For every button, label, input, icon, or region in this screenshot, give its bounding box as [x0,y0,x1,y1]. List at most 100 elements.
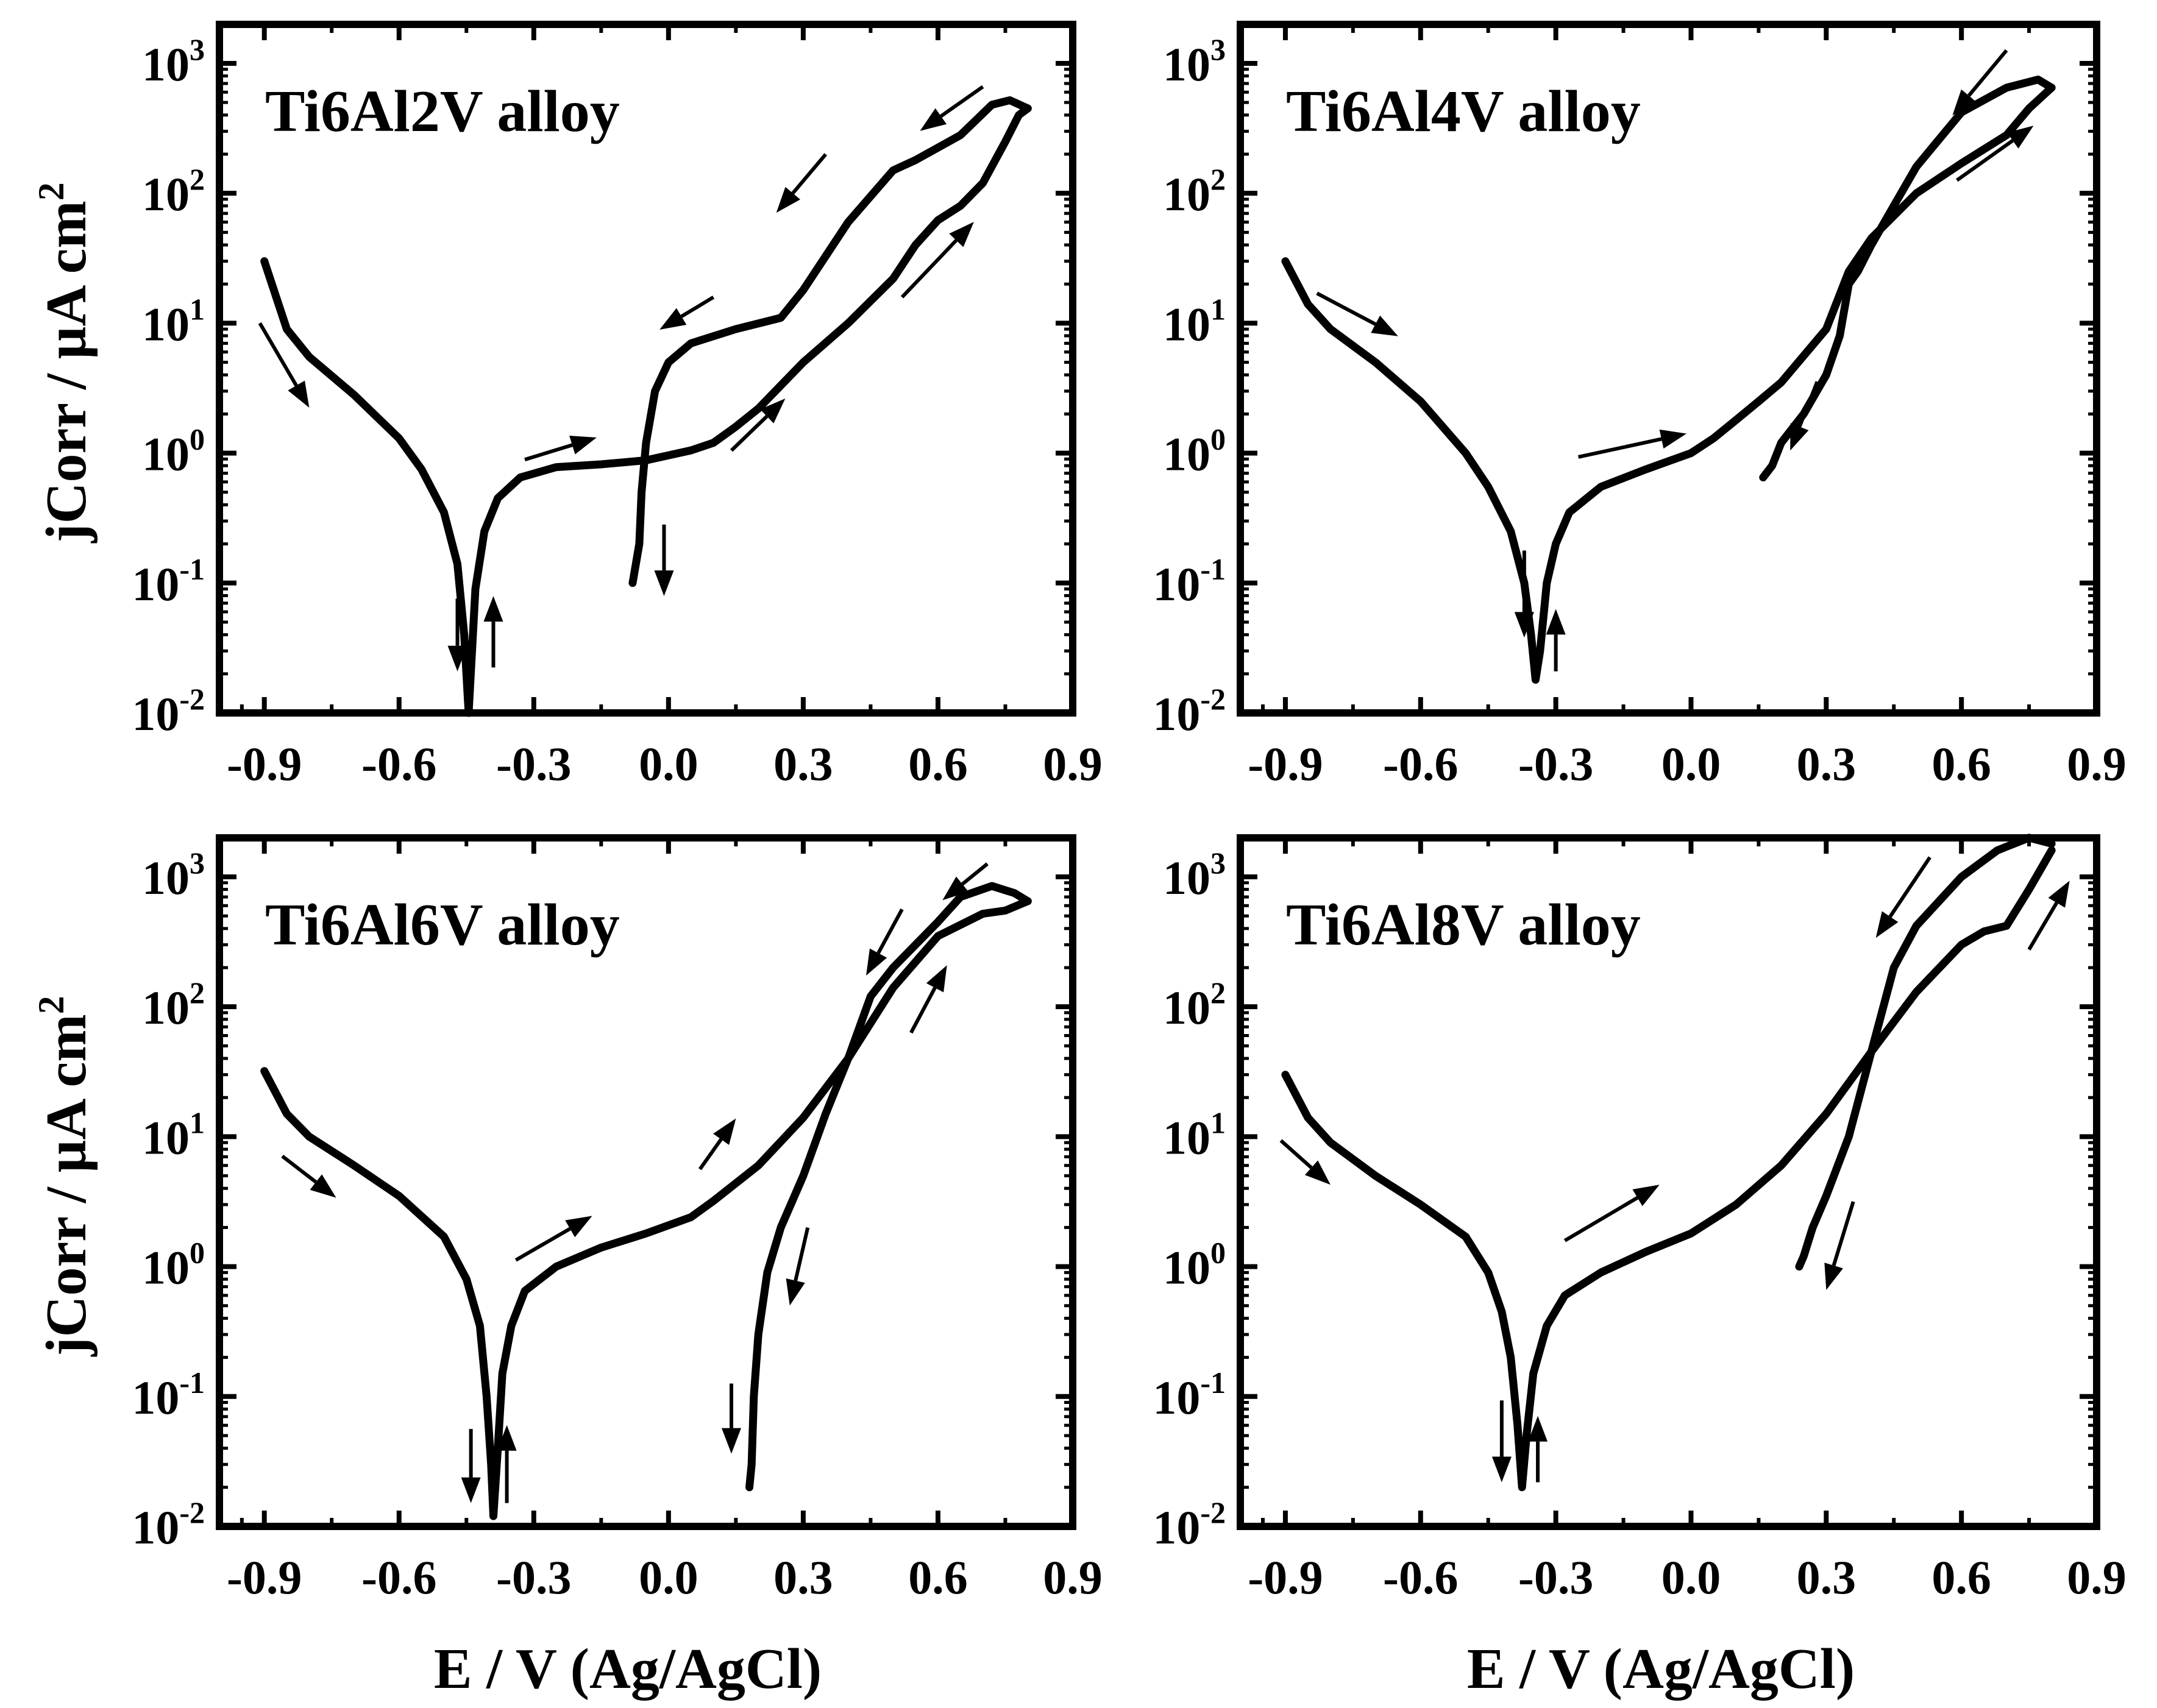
direction-arrow-head [776,186,801,213]
y-tick-exponent: -2 [179,682,205,716]
y-tick-base: 10 [1163,981,1210,1034]
direction-arrow [1832,1201,1855,1266]
direction-arrow-head [288,380,310,408]
y-tick-exponent: 1 [1210,292,1226,326]
x-tick-label: 0.6 [908,737,968,790]
panel-title: Ti6Al2V alloy [265,79,620,144]
y-tick-base: 10 [132,687,179,740]
direction-arrow [281,1154,318,1184]
direction-arrow [1956,139,2014,182]
y-tick-exponent: -1 [179,1366,205,1400]
direction-arrow-head [713,1118,736,1146]
y-tick-label: 100 [1163,422,1226,481]
direction-arrow [514,1227,571,1262]
y-tick-label: 10-1 [132,1366,205,1424]
y-tick-label: 10-1 [1153,552,1226,611]
direction-arrow [1563,1196,1639,1242]
direction-arrow-head [483,596,503,622]
direction-arrow-head [760,399,786,423]
direction-arrow-head [722,1428,741,1454]
direction-arrow-head [569,436,597,455]
x-tick-label: 0.9 [1043,737,1103,790]
y-axis-label-text-top: jCorr / µA cm [35,200,98,543]
y-tick-label: 100 [142,1236,205,1294]
y-tick-base: 10 [142,428,190,481]
plot-frame [1237,834,2100,1530]
direction-arrow-head [1514,612,1534,638]
y-axis-label-top: jCorr / µA cm2 [31,182,98,543]
reverse-scan-curve [1759,76,2056,481]
x-tick-label: 0.0 [639,737,698,790]
y-tick-exponent: -2 [1200,682,1226,716]
y-tick-base: 10 [1163,428,1210,481]
direction-arrow [909,987,937,1034]
y-tick-label: 102 [142,162,205,221]
y-tick-exponent: -1 [1200,1366,1226,1400]
x-tick-label: 0.6 [908,1551,968,1604]
direction-arrow [680,296,715,318]
direction-arrow [1316,291,1377,326]
x-tick-label: -0.9 [227,737,302,790]
direction-arrow-head [2048,881,2070,908]
y-tick-label: 101 [142,1105,205,1164]
y-tick-exponent: -2 [179,1495,205,1529]
x-tick-label: -0.6 [361,737,436,790]
direction-arrow-head [659,308,687,330]
direction-arrow-head [1528,1416,1548,1442]
panel-1: -0.9 -0.6 -0.3 0.0 0.3 0.6 0.910-210-110010110… [132,21,1103,790]
x-tick-label: 0.3 [773,1551,833,1604]
direction-arrow-head [942,876,969,901]
y-tick-label: 10-2 [1153,1495,1226,1554]
direction-arrow [258,322,298,387]
y-tick-label: 101 [142,292,205,350]
x-axis-label-right: E / V (Ag/AgCl) [1467,1637,1855,1701]
y-tick-exponent: 1 [190,292,205,326]
plot-frame [216,834,1076,1530]
y-tick-exponent: 0 [190,422,205,456]
x-tick-label: -0.9 [1248,1551,1323,1604]
y-tick-base: 10 [1153,1501,1200,1554]
direction-arrow-head [461,1477,481,1503]
x-tick-label: -0.9 [227,1551,302,1604]
y-axis-label-text-bottom: jCorr / µA cm [35,1014,98,1356]
panel-4: -0.9 -0.6 -0.3 0.0 0.3 0.6 0.910-210-110010110… [1153,834,2127,1604]
y-tick-base: 10 [1153,687,1200,740]
y-tick-label: 103 [1163,846,1226,904]
plot-frame [1237,21,2100,717]
y-tick-label: 102 [1163,976,1226,1034]
y-tick-base: 10 [132,1501,179,1554]
direction-arrow [791,153,828,195]
y-tick-base: 10 [132,558,179,611]
y-tick-exponent: -1 [179,552,205,586]
direction-arrow-head [949,222,974,247]
y-tick-label: 103 [142,32,205,91]
y-tick-exponent: 2 [1210,976,1226,1010]
y-tick-base: 10 [1153,1371,1200,1424]
y-tick-base: 10 [1163,1241,1210,1294]
y-axis-label-sup-top: 2 [31,182,71,200]
direction-arrow [524,443,573,462]
y-tick-base: 10 [1153,558,1200,611]
direction-arrow-head [565,1216,592,1238]
direction-arrow [1577,437,1662,459]
x-tick-label: 0.3 [1797,737,1857,790]
direction-arrow [961,862,989,886]
direction-arrow-head [1952,89,1977,116]
direction-arrow-head [1632,1185,1660,1207]
direction-arrow [1797,381,1819,428]
x-tick-label: -0.6 [1383,1551,1458,1604]
y-tick-base: 10 [132,1371,179,1424]
panel-3: -0.9 -0.6 -0.3 0.0 0.3 0.6 0.910-210-110010110… [132,834,1103,1604]
y-tick-label: 10-2 [132,682,205,740]
y-tick-exponent: 3 [1210,846,1226,880]
y-tick-base: 10 [1163,297,1210,350]
y-tick-label: 103 [142,846,205,904]
y-tick-label: 101 [1163,292,1226,350]
y-tick-exponent: 0 [1210,1236,1226,1270]
y-tick-label: 10-1 [1153,1366,1226,1424]
y-tick-exponent: -1 [1200,552,1226,586]
forward-scan-curve [1281,846,2056,1492]
y-tick-exponent: -2 [1200,1495,1226,1529]
x-tick-label: 0.9 [2067,1551,2127,1604]
